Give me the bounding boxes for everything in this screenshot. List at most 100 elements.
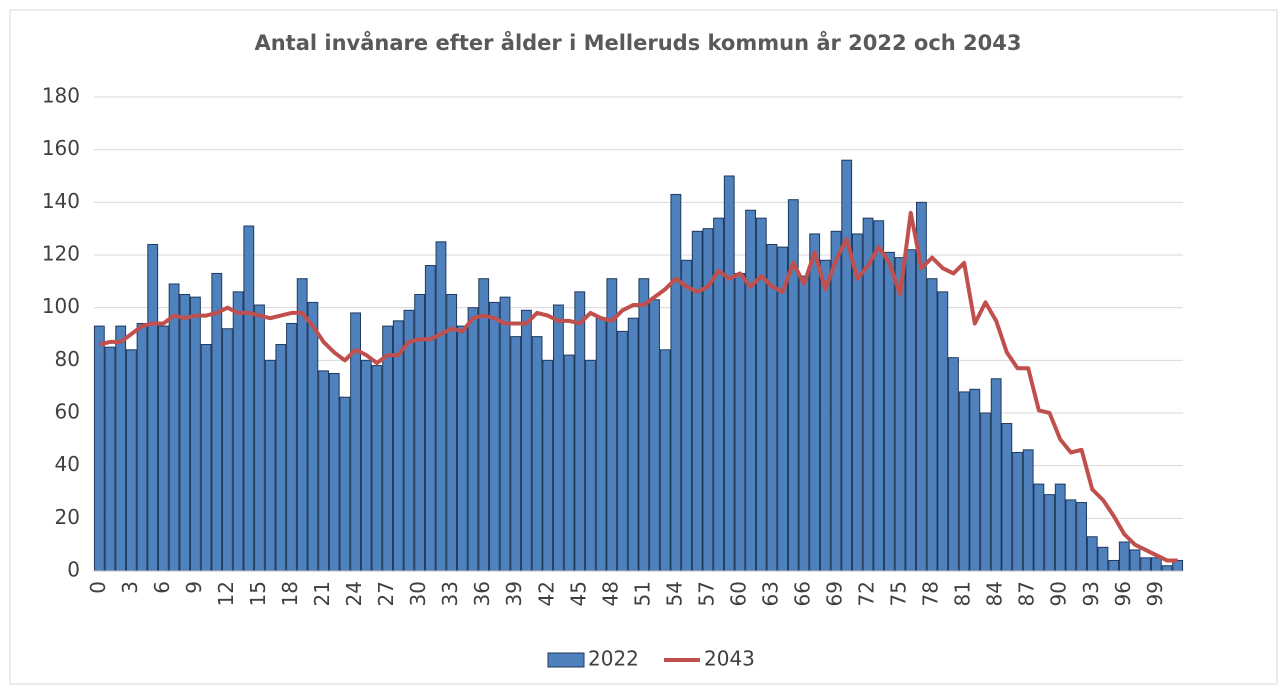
bar <box>136 322 148 572</box>
bar <box>520 309 532 572</box>
bar <box>104 346 116 572</box>
bar <box>211 272 223 572</box>
x-tick-label: 99 <box>1143 581 1167 606</box>
bar <box>617 330 628 572</box>
bar <box>1140 557 1152 572</box>
x-tick-label: 78 <box>919 581 943 606</box>
bar <box>766 243 778 572</box>
bar <box>360 359 372 572</box>
chart-title: Antal invånare efter ålder i Melleruds k… <box>254 30 1021 55</box>
bar <box>328 373 340 572</box>
x-tick-label: 66 <box>790 581 814 606</box>
bar <box>638 278 650 572</box>
bar <box>371 365 383 572</box>
bar <box>1097 546 1109 572</box>
bar <box>1022 449 1034 572</box>
x-tick-label: 30 <box>406 581 430 606</box>
bar <box>777 246 789 572</box>
bar <box>585 359 596 572</box>
x-tick-label: 72 <box>855 581 879 606</box>
y-tick-label: 140 <box>42 189 80 213</box>
bar <box>670 193 682 572</box>
legend-label: 2022 <box>588 647 639 671</box>
bar <box>542 359 554 572</box>
x-tick-label: 57 <box>694 581 718 606</box>
bar <box>659 349 671 572</box>
bar <box>1108 559 1120 572</box>
bar <box>873 220 885 572</box>
y-tick-label: 100 <box>42 294 80 318</box>
y-tick-label: 120 <box>42 242 80 266</box>
bar <box>264 359 276 572</box>
bar <box>478 278 490 572</box>
bar <box>627 317 639 572</box>
bar <box>1086 536 1098 572</box>
bar <box>157 325 169 572</box>
x-tick-label: 12 <box>214 581 238 606</box>
x-tick-label: 15 <box>246 581 270 606</box>
x-tick-label: 21 <box>310 581 334 606</box>
bar <box>787 199 799 572</box>
bar <box>125 349 137 572</box>
bar <box>232 291 244 572</box>
x-tick-label: 0 <box>86 581 110 594</box>
x-tick-label: 24 <box>342 581 366 606</box>
bar <box>883 251 895 572</box>
x-tick-label: 39 <box>502 581 526 606</box>
bar <box>435 241 447 572</box>
x-tick-label: 81 <box>951 581 975 606</box>
y-tick-label: 20 <box>55 505 80 529</box>
bar <box>649 299 660 572</box>
bar <box>414 294 426 572</box>
x-tick-label: 69 <box>823 581 847 606</box>
x-tick-label: 9 <box>182 581 206 594</box>
bar <box>93 325 105 572</box>
legend-label: 2043 <box>704 647 755 671</box>
bar <box>222 328 233 572</box>
y-tick-label: 180 <box>42 84 80 108</box>
bar <box>499 296 511 572</box>
x-tick-label: 3 <box>118 581 142 594</box>
bar <box>926 278 938 572</box>
y-tick-label: 40 <box>55 452 80 476</box>
bar <box>819 259 831 572</box>
bar <box>531 336 543 572</box>
x-tick-label: 63 <box>758 581 782 606</box>
bar <box>403 309 415 572</box>
bar <box>553 304 564 572</box>
bar <box>948 357 959 572</box>
x-tick-label: 6 <box>150 581 174 594</box>
bar <box>681 259 692 572</box>
bar <box>456 325 468 572</box>
bar <box>734 272 746 572</box>
bar <box>894 257 906 572</box>
bar <box>851 233 863 572</box>
bar <box>841 159 853 572</box>
bar <box>510 336 522 572</box>
bar <box>1150 557 1162 572</box>
bar <box>723 175 735 572</box>
bar <box>179 294 191 572</box>
bar <box>574 291 586 572</box>
bar <box>595 317 607 572</box>
bar <box>798 275 810 572</box>
y-tick-label: 160 <box>42 136 80 160</box>
x-tick-label: 45 <box>566 581 590 606</box>
bar <box>990 378 1002 572</box>
x-tick-label: 48 <box>598 581 622 606</box>
x-tick-label: 54 <box>662 581 686 606</box>
bar <box>200 344 212 572</box>
bar <box>1129 549 1141 572</box>
bar <box>691 230 703 572</box>
legend-swatch <box>547 652 585 668</box>
bar <box>755 217 767 572</box>
bar <box>382 325 394 572</box>
bar <box>147 243 159 572</box>
x-tick-label: 33 <box>438 581 462 606</box>
bar <box>275 344 287 572</box>
bar <box>1065 499 1077 572</box>
x-tick-label: 93 <box>1079 581 1103 606</box>
x-tick-label: 87 <box>1015 581 1039 606</box>
x-tick-label: 75 <box>887 581 911 606</box>
